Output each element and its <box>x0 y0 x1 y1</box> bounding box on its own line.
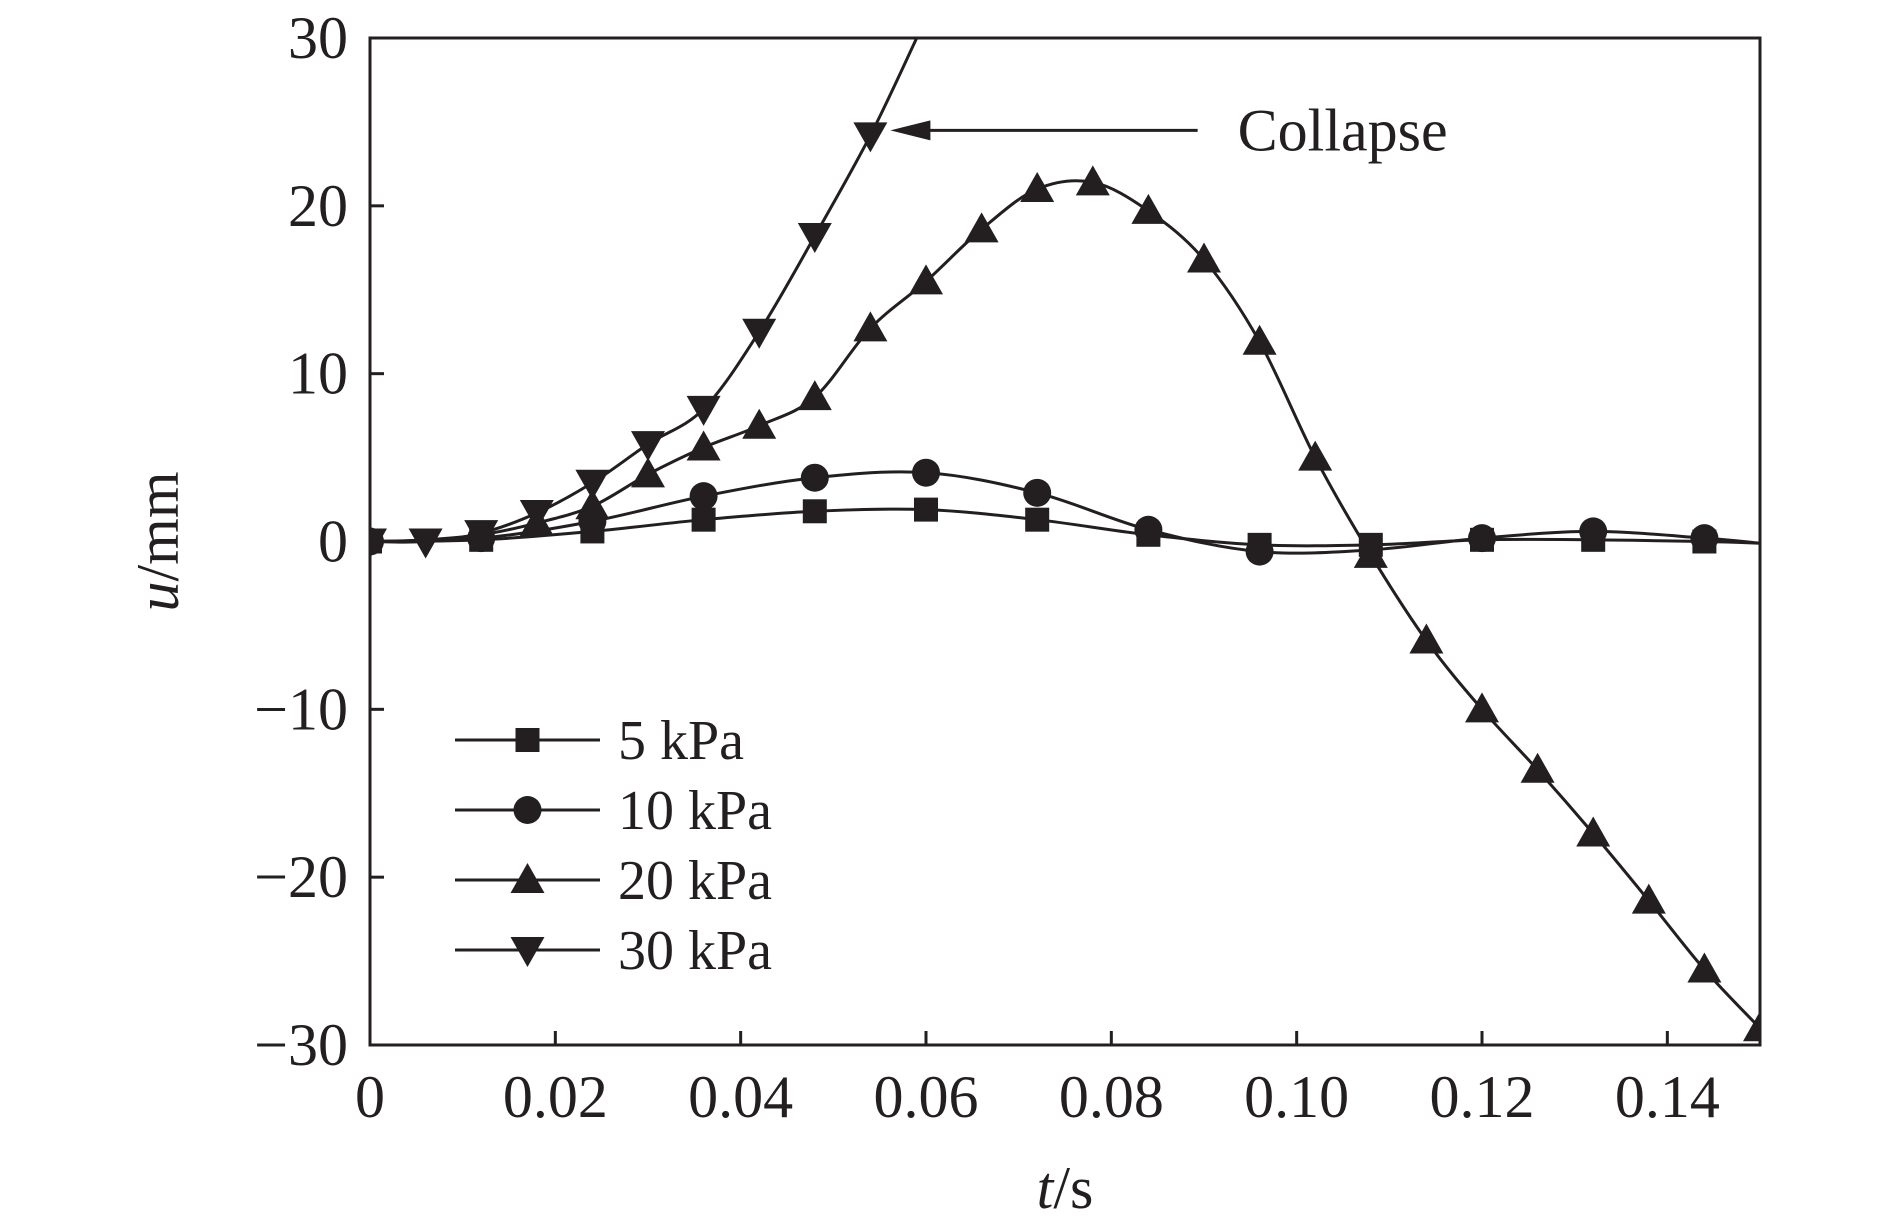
data-point <box>686 430 721 461</box>
legend: 5 kPa 10 kPa 20 kPa 30 kPa <box>455 710 772 982</box>
data-point <box>797 380 832 411</box>
legend-entry: 10 kPa <box>455 780 772 842</box>
annotation-arrow-head <box>890 120 931 141</box>
legend-entry: 30 kPa <box>455 920 772 982</box>
data-point <box>1465 692 1499 723</box>
data-point <box>1468 524 1496 553</box>
data-point <box>1245 537 1274 566</box>
y-axis-title: u/mm <box>125 471 191 611</box>
x-tick-label: 0.08 <box>1059 1064 1164 1130</box>
marks-layer <box>370 38 1760 1042</box>
data-point <box>631 431 665 462</box>
x-tick-label: 0.04 <box>688 1064 793 1130</box>
data-point <box>800 463 829 492</box>
data-point <box>1631 883 1666 914</box>
x-tick-label: 0 <box>355 1064 385 1130</box>
data-point <box>1134 515 1163 544</box>
x-tick-label: 0.10 <box>1244 1064 1349 1130</box>
ticks-layer: 0 0.02 0.04 0.06 0.08 0.10 0.12 0.14 −30 −20 −10 0 1… <box>254 5 1720 1130</box>
y-tick-label: −30 <box>254 1012 348 1078</box>
y-tick-label: 20 <box>288 173 348 239</box>
data-point <box>1025 507 1050 532</box>
data-point <box>909 264 943 295</box>
collapse-annotation: Collapse <box>890 97 1448 163</box>
data-point <box>797 223 832 254</box>
legend-label: 20 kPa <box>618 850 772 912</box>
data-point <box>691 507 716 532</box>
legend-marker <box>513 796 542 824</box>
data-point <box>370 528 387 559</box>
data-point <box>464 520 499 551</box>
annotation-text: Collapse <box>1238 97 1448 163</box>
data-point <box>686 395 721 426</box>
data-point <box>689 482 718 511</box>
data-point <box>1687 952 1722 983</box>
y-tick-label: −10 <box>254 676 348 742</box>
y-axis-unit: /mm <box>125 471 191 581</box>
y-axis-variable: u <box>125 582 191 612</box>
data-point <box>1520 752 1555 783</box>
data-point <box>853 311 888 342</box>
legend-label: 30 kPa <box>618 920 772 982</box>
data-point <box>575 469 610 500</box>
x-tick-label: 0.12 <box>1430 1064 1535 1130</box>
data-point <box>802 499 827 524</box>
data-point <box>853 122 888 153</box>
x-tick-label: 0.02 <box>503 1064 608 1130</box>
data-point <box>575 489 610 520</box>
y-tick-label: 0 <box>318 509 348 575</box>
series-20-kpa <box>370 165 1760 1042</box>
legend-label: 5 kPa <box>618 710 744 772</box>
data-point <box>1409 623 1444 654</box>
legend-entry: 20 kPa <box>455 850 772 912</box>
x-axis-title: t/s <box>1037 1155 1094 1221</box>
data-point <box>964 212 999 243</box>
data-point <box>1242 324 1277 355</box>
x-tick-label: 0.06 <box>874 1064 979 1130</box>
data-point <box>1131 193 1166 224</box>
data-point <box>1298 440 1333 471</box>
series-10-kpa <box>370 458 1760 566</box>
data-point <box>1576 816 1611 847</box>
series-30-kpa <box>370 38 919 559</box>
plot-frame <box>368 36 1762 1047</box>
data-point <box>1353 537 1388 568</box>
data-point <box>742 318 777 349</box>
data-point <box>631 457 665 488</box>
annotation-layer: Collapse <box>890 97 1448 163</box>
legend-entry: 5 kPa <box>455 710 744 772</box>
data-point <box>1579 517 1608 546</box>
data-point <box>742 408 777 439</box>
data-point <box>1023 478 1052 507</box>
data-point <box>1743 1011 1760 1042</box>
data-point <box>912 458 940 487</box>
x-axis-unit: /s <box>1053 1155 1093 1221</box>
data-point <box>1075 165 1110 196</box>
legend-label: 10 kPa <box>618 780 772 842</box>
y-tick-label: −20 <box>254 844 348 910</box>
data-point <box>1187 242 1221 273</box>
data-point <box>519 499 554 530</box>
legend-marker <box>515 728 540 752</box>
series-line <box>370 179 1760 1030</box>
data-point <box>1020 172 1055 203</box>
data-point <box>914 497 938 522</box>
x-tick-label: 0.14 <box>1615 1064 1720 1130</box>
y-tick-label: 30 <box>288 5 348 71</box>
legend-marker <box>510 863 545 893</box>
y-tick-label: 10 <box>288 341 348 407</box>
legend-marker <box>510 937 545 967</box>
data-point <box>408 528 443 559</box>
data-point <box>1690 524 1719 553</box>
x-axis-variable: t <box>1037 1155 1055 1221</box>
